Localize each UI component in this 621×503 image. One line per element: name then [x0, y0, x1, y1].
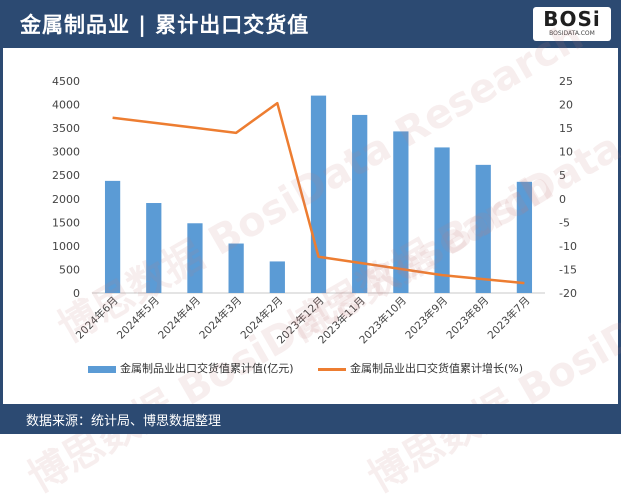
x-tick-label: 2024年6月: [73, 294, 121, 342]
bar: [269, 261, 285, 293]
growth-line: [112, 101, 525, 285]
y-right-tick-label: -10: [559, 240, 577, 253]
y-right-tick-label: -5: [559, 216, 570, 229]
bar: [475, 164, 491, 293]
legend-swatch-line: [318, 367, 346, 371]
y-right-tick-label: 20: [559, 99, 573, 112]
bar: [434, 147, 450, 293]
y-left-tick-label: 3000: [52, 146, 80, 159]
logo-text: BOSi: [543, 7, 601, 31]
combo-chart: 0 500 1000 1500 2000 2500 3000 3500 4000 4500 -20 -…: [52, 75, 577, 346]
bar: [228, 243, 244, 293]
bar: [352, 114, 368, 293]
x-tick-label: 2023年8月: [444, 294, 492, 342]
y-left-tick-label: 4000: [52, 99, 80, 112]
x-tick-label: 2024年4月: [155, 294, 203, 342]
y-left-tick-label: 2500: [52, 169, 80, 182]
bar: [104, 180, 121, 293]
y-left-tick-label: 1000: [52, 240, 80, 253]
y-left-tick-label: 500: [59, 263, 80, 276]
footer-bar: 数据来源：统计局、博思数据整理: [0, 404, 621, 434]
bar: [310, 95, 327, 293]
y-left-tick-label: 1500: [52, 216, 80, 229]
y-left-tick-label: 3500: [52, 122, 80, 135]
logo-subtext: BOSIDATA.COM: [549, 30, 595, 37]
bar: [146, 203, 162, 293]
bar: [393, 131, 409, 293]
y-right-tick-label: 15: [559, 122, 573, 135]
legend-swatch-bar: [88, 365, 116, 373]
y-right-tick-label: 0: [559, 193, 566, 206]
bar: [516, 181, 533, 293]
x-tick-label: 2023年9月: [403, 294, 451, 342]
bosi-logo: BOSi BOSIDATA.COM: [533, 7, 611, 41]
y-left-tick-label: 0: [73, 287, 80, 300]
y-right-tick-label: -15: [559, 263, 577, 276]
legend-label-line: 金属制品业出口交货值累计增长(%): [350, 362, 524, 375]
y-right-tick-label: 10: [559, 146, 573, 159]
data-source: 数据来源：统计局、博思数据整理: [26, 414, 222, 429]
header-bar: 金属制品业 | 累计出口交货值 BOSi BOSIDATA.COM: [0, 0, 621, 48]
x-tick-label: 2024年3月: [197, 294, 245, 342]
x-tick-label: 2024年5月: [114, 294, 162, 342]
y-left-tick-label: 4500: [52, 75, 80, 88]
y-left-tick-label: 2000: [52, 193, 80, 206]
x-tick-label: 2023年7月: [485, 294, 533, 342]
legend-item-bar: 金属制品业出口交货值累计值(亿元): [88, 360, 294, 376]
bar: [187, 223, 203, 293]
y-right-tick-label: 25: [559, 75, 573, 88]
y-right-tick-label: 5: [559, 169, 566, 182]
y-right-tick-label: -20: [559, 287, 577, 300]
chart-legend: 金属制品业出口交货值累计值(亿元) 金属制品业出口交货值累计增长(%): [0, 360, 621, 378]
legend-item-line: 金属制品业出口交货值累计增长(%): [318, 360, 523, 376]
legend-label-bar: 金属制品业出口交货值累计值(亿元): [120, 362, 294, 375]
page-title: 金属制品业 | 累计出口交货值: [20, 13, 310, 37]
